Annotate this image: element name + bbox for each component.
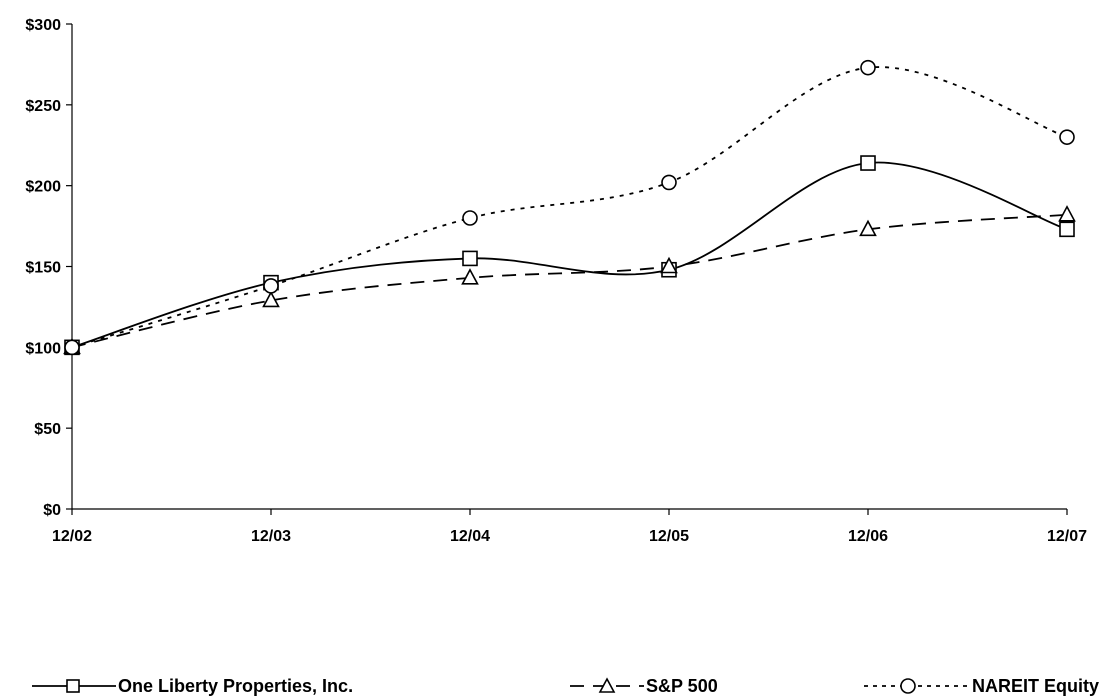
data-point-s-p-500	[262, 290, 280, 308]
legend-label-nareit: NAREIT Equity	[972, 675, 1100, 696]
x-tick-label: 12/03	[251, 528, 291, 545]
series-line-one-liberty-properties-inc	[71, 161, 1068, 349]
y-tick-label: $100	[25, 340, 61, 357]
y-tick-label: $150	[25, 260, 61, 277]
x-tick-label: 12/04	[450, 528, 490, 545]
series-line-nareit-equity	[71, 66, 1068, 349]
legend-swatch-solid-square	[32, 679, 116, 693]
legend-label-one-liberty: One Liberty Properties, Inc.	[118, 675, 354, 696]
y-tick-label: $0	[43, 502, 61, 519]
y-tick-label: $300	[25, 17, 61, 34]
data-point-s-p-500	[859, 219, 877, 237]
data-point-s-p-500	[1058, 205, 1076, 222]
legend-label-sp500: S&P 500	[646, 675, 718, 696]
data-point-one-liberty-properties-inc	[860, 155, 876, 171]
chart-legend: One Liberty Properties, Inc. S&P 500 NAR…	[0, 672, 1115, 700]
y-tick-label: $200	[25, 179, 61, 196]
data-point-nareit-equity	[1059, 129, 1075, 145]
data-point-nareit-equity	[64, 339, 80, 356]
chart-series	[63, 59, 1076, 356]
legend-item-nareit: NAREIT Equity	[862, 672, 1099, 700]
data-point-one-liberty-properties-inc	[462, 250, 478, 267]
legend-swatch-dashed-triangle	[570, 677, 644, 693]
data-point-one-liberty-properties-inc	[1059, 221, 1075, 238]
data-point-nareit-equity	[462, 210, 478, 226]
data-point-nareit-equity	[860, 59, 876, 76]
chart-axes: $0 $50 $100 $150 $200 $250 $300 12/02 12/03 12/04…	[25, 17, 1087, 545]
x-tick-label: 12/06	[848, 528, 888, 545]
x-tick-label: 12/07	[1047, 528, 1087, 545]
legend-swatch-dotted-circle	[864, 678, 970, 694]
data-point-s-p-500	[660, 256, 678, 274]
legend-item-sp500: S&P 500	[568, 672, 718, 700]
x-tick-label: 12/02	[52, 528, 92, 545]
y-tick-label: $50	[34, 421, 61, 438]
data-point-nareit-equity	[661, 174, 677, 191]
x-tick-label: 12/05	[649, 528, 689, 545]
data-point-s-p-500	[461, 268, 479, 285]
series-line-s-p-500	[71, 213, 1068, 349]
data-point-nareit-equity	[263, 278, 279, 294]
legend-item-one-liberty: One Liberty Properties, Inc.	[30, 672, 353, 700]
y-tick-label: $250	[25, 98, 61, 115]
line-chart: $0 $50 $100 $150 $200 $250 $300 12/02 12/03 12/04…	[25, 17, 1087, 545]
